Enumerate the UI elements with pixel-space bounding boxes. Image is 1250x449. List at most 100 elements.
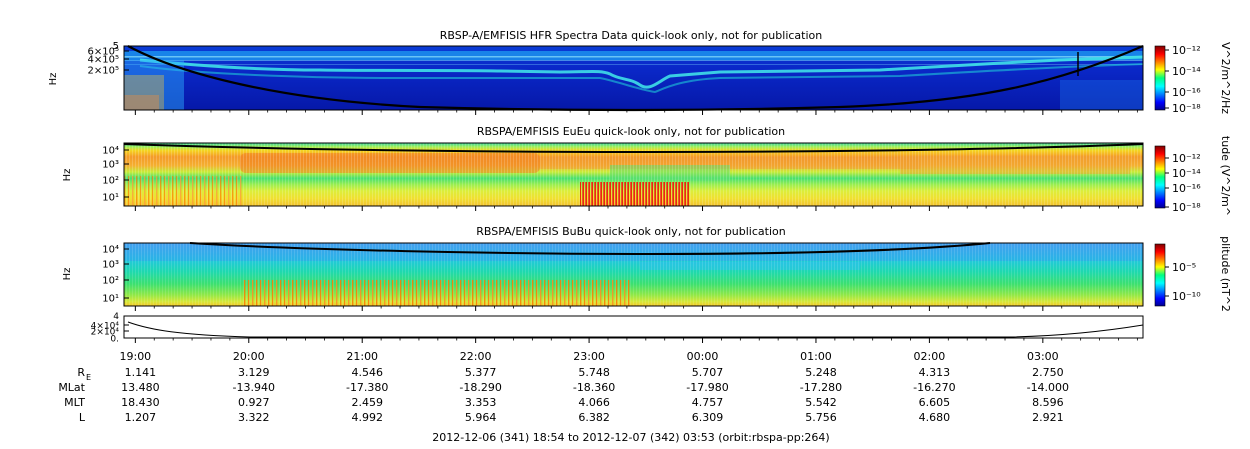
hfr-panel-title: RBSP-A/EMFISIS HFR Spectra Data quick-lo… [440, 29, 823, 42]
hfr-colorbar-label: V^2/m^2/Hz [1219, 42, 1232, 114]
hfr-line-c [124, 64, 1143, 65]
ephemeris-value: 5.748 [578, 366, 610, 379]
ephemeris-value: 4.066 [578, 396, 610, 409]
hfr-ytick-label: 4×10⁵ [88, 55, 119, 66]
ephemeris-value: -18.360 [573, 381, 615, 394]
line-ytick-label: 4×10⁴ [91, 322, 120, 332]
eueu-ytick-label: 10² [102, 176, 119, 187]
ephemeris-value: 3.322 [238, 411, 270, 424]
ephemeris-value: 1.207 [125, 411, 157, 424]
time-tick-label: 19:00 [119, 350, 151, 363]
hfr-line-a [124, 56, 1143, 58]
ephemeris-value: -17.980 [686, 381, 728, 394]
ephemeris-value: 2.750 [1032, 366, 1064, 379]
ephemeris-value: 8.596 [1032, 396, 1064, 409]
ephemeris-value: 13.480 [121, 381, 160, 394]
eueu-panel: RBSPA/EMFISIS EuEu quick-look only, not … [62, 125, 1144, 207]
ephemeris-table: R E 1.141 3.129 4.546 5.377 5.748 5.707 5.248 4.3… [58, 366, 1069, 424]
bubu-colorbar-label: plitude (nT^2 [1219, 236, 1232, 312]
ephemeris-value: 3.353 [465, 396, 497, 409]
line-frame [123, 315, 1144, 339]
eueu-frame [123, 142, 1144, 207]
time-tick-label: 21:00 [346, 350, 378, 363]
time-tick-label: 01:00 [800, 350, 832, 363]
eueu-ytick-label: 10⁴ [102, 146, 119, 157]
eueu-colorbar-tick-label: 10⁻¹⁶ [1172, 182, 1201, 195]
hfr-colorbar-tick-label: 10⁻¹⁴ [1172, 65, 1201, 78]
ephemeris-value: 2.459 [351, 396, 383, 409]
ephemeris-value: -17.280 [800, 381, 842, 394]
hfr-ytick-label: 6×10⁵ [88, 47, 119, 58]
ephemeris-row-label: MLat [58, 381, 85, 394]
hfr-frame [123, 45, 1144, 111]
hfr-early-activity-2 [124, 75, 164, 110]
hfr-colorbar-tick-label: 10⁻¹⁸ [1172, 102, 1201, 115]
ephemeris-row-label: R [77, 366, 85, 379]
eueu-ytick-label: 10¹ [102, 193, 119, 204]
bubu-frame [123, 242, 1144, 307]
ephemeris-value: 5.542 [805, 396, 837, 409]
bubu-panel: RBSPA/EMFISIS BuBu quick-look only, not … [62, 225, 1144, 307]
eueu-colorbar-tick-label: 10⁻¹⁸ [1172, 201, 1201, 214]
hfr-emission-line-2 [139, 63, 1144, 94]
ephemeris-value: 6.382 [578, 411, 610, 424]
ephemeris-value: 5.756 [805, 411, 837, 424]
bubu-ytick-label: 10¹ [102, 294, 119, 305]
ephemeris-value: -13.940 [233, 381, 275, 394]
bubu-colorbar-tick-label: 10⁻⁵ [1172, 261, 1196, 274]
hfr-panel: RBSP-A/EMFISIS HFR Spectra Data quick-lo… [48, 29, 1144, 112]
hfr-upper-band [124, 51, 1143, 60]
hfr-ytick-label: 2×10⁵ [88, 66, 119, 77]
hfr-late-activity [1060, 80, 1143, 110]
ephemeris-value: 2.921 [1032, 411, 1064, 424]
ephemeris-value: 4.546 [351, 366, 383, 379]
colorbars: 10⁻¹² 10⁻¹⁴ 10⁻¹⁶ 10⁻¹⁸ 10⁻¹² 10⁻¹⁴ 10⁻¹⁶ 10⁻¹⁸… [1154, 42, 1232, 312]
line-ytick-label: 2×10⁴ [91, 328, 120, 338]
time-axis-ticks: 19:00 20:00 21:00 22:00 23:00 00:00 01:00 02:00… [119, 110, 1138, 363]
eueu-cyclotron-curve [123, 143, 1144, 154]
ephemeris-value: 6.309 [692, 411, 724, 424]
ephemeris-value: -14.000 [1027, 381, 1069, 394]
hfr-colorbar-tick-label: 10⁻¹⁶ [1172, 86, 1201, 99]
bubu-colorbar-tick-label: 10⁻¹⁰ [1172, 290, 1201, 303]
ephemeris-value: 4.992 [351, 411, 383, 424]
bubu-ylabel: Hz [62, 268, 73, 281]
ephemeris-value: 5.964 [465, 411, 497, 424]
ephemeris-row-label: L [79, 411, 86, 424]
time-tick-label: 03:00 [1027, 350, 1059, 363]
eueu-colorbar [1154, 145, 1166, 209]
footer-caption: 2012-12-06 (341) 18:54 to 2012-12-07 (34… [432, 431, 829, 444]
bubu-texture [124, 243, 1143, 306]
time-tick-label: 22:00 [460, 350, 492, 363]
ephemeris-value: 5.377 [465, 366, 497, 379]
eueu-panel-title: RBSPA/EMFISIS EuEu quick-look only, not … [477, 125, 785, 138]
ephemeris-value: 4.757 [692, 396, 724, 409]
bubu-cyclotron-curve [189, 242, 991, 256]
ephemeris-value: 6.605 [919, 396, 951, 409]
ephemeris-value: 5.707 [692, 366, 724, 379]
bubu-ytick-label: 10³ [102, 260, 119, 271]
eueu-colorbar-tick-label: 10⁻¹⁴ [1172, 167, 1201, 180]
ephemeris-value: 5.248 [805, 366, 837, 379]
ephemeris-value: 0.927 [238, 396, 270, 409]
time-tick-label: 02:00 [914, 350, 946, 363]
ephemeris-value: 18.430 [121, 396, 160, 409]
hfr-y-top: 5 [113, 41, 119, 52]
eueu-colorbar-tick-label: 10⁻¹² [1172, 152, 1201, 165]
ephemeris-row-label: MLT [64, 396, 85, 409]
hfr-colorbar [1154, 45, 1166, 111]
time-tick-label: 00:00 [687, 350, 719, 363]
ephemeris-value: -16.270 [913, 381, 955, 394]
hfr-line-b [124, 60, 1143, 61]
hfr-early-activity [124, 60, 184, 110]
hfr-emission-line [139, 55, 1144, 89]
ephemeris-value: -17.380 [346, 381, 388, 394]
ephemeris-value: -18.290 [459, 381, 501, 394]
ephemeris-row-subscript: E [86, 373, 91, 382]
hfr-colorbar-tick-label: 10⁻¹² [1172, 44, 1201, 57]
eueu-colorbar-label: tude (V^2/m^ [1219, 136, 1232, 216]
eueu-ytick-label: 10³ [102, 160, 119, 171]
bubu-ytick-label: 10² [102, 276, 119, 287]
